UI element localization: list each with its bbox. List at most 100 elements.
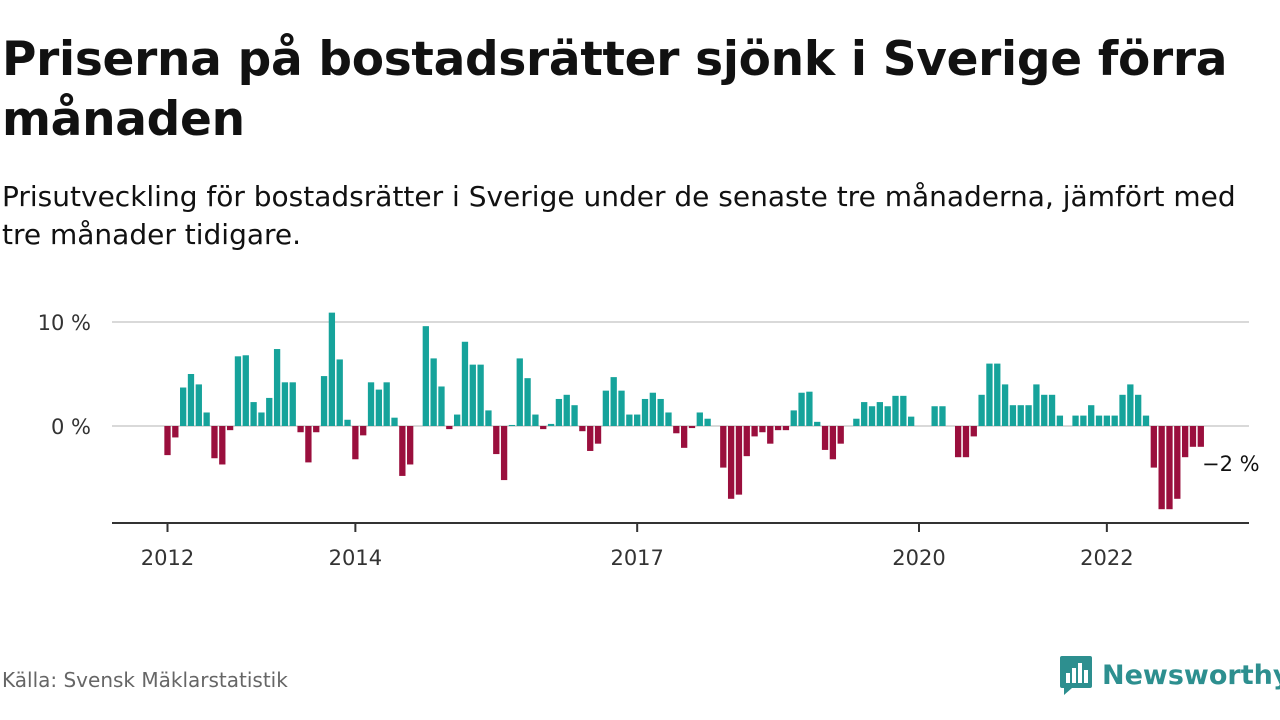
- bar: [829, 426, 837, 460]
- bar: [164, 426, 171, 456]
- bar: [211, 426, 218, 459]
- bar: [1025, 405, 1032, 426]
- bar: [931, 406, 938, 426]
- chart-title: Priserna på bostadsrätter sjönk i Sverig…: [2, 32, 1228, 147]
- bar: [1111, 415, 1118, 426]
- bar: [986, 363, 993, 426]
- bar: [806, 391, 813, 426]
- bar: [187, 374, 195, 426]
- bar: [446, 426, 453, 430]
- bar: [673, 426, 680, 434]
- bar: [970, 426, 977, 437]
- bar: [180, 387, 187, 426]
- bar: [939, 406, 946, 426]
- bar: [266, 397, 273, 426]
- bar: [493, 426, 500, 455]
- bar: [391, 417, 398, 426]
- bar: [320, 376, 328, 426]
- bar: [1033, 384, 1040, 426]
- source-note: Källa: Svensk Mäklarstatistik: [2, 668, 288, 692]
- bar: [790, 410, 797, 426]
- bar: [555, 398, 563, 426]
- bar: [876, 402, 883, 426]
- bar: [571, 405, 578, 426]
- x-tick-label: 2020: [892, 546, 945, 570]
- bar: [587, 426, 594, 451]
- bar: [602, 390, 610, 426]
- bar: [782, 426, 790, 431]
- bar: [618, 390, 625, 426]
- bar: [516, 358, 523, 426]
- bar-chart: 10 % 0 % 2012 2014 2017 2020 2022 −2 %−2 %: [37, 311, 1262, 570]
- bar: [1127, 384, 1134, 426]
- bar: [743, 426, 750, 457]
- bar: [821, 426, 829, 450]
- bar: [430, 358, 437, 426]
- bar: [688, 426, 696, 429]
- annotations: −2 %−2 %: [1199, 449, 1262, 478]
- bar: [1103, 415, 1111, 426]
- brand-logo[interactable]: Newsworthy: [1058, 654, 1280, 696]
- bar: [634, 414, 641, 426]
- bar: [547, 423, 555, 426]
- bar: [360, 426, 367, 436]
- bar: [313, 426, 320, 433]
- bar: [1009, 405, 1017, 426]
- bar: [1166, 426, 1173, 510]
- bar: [767, 426, 774, 444]
- bar: [626, 414, 633, 426]
- bar: [258, 412, 265, 426]
- bar: [1095, 415, 1103, 426]
- x-tick-label: 2012: [141, 546, 194, 570]
- bar: [273, 349, 281, 426]
- bar: [1088, 405, 1095, 426]
- y-tick-label: 0 %: [51, 415, 91, 439]
- bar: [908, 416, 915, 426]
- bar: [195, 384, 202, 426]
- bar: [422, 326, 429, 426]
- bar: [1119, 394, 1126, 426]
- x-tick-label: 2014: [329, 546, 382, 570]
- bar: [798, 392, 805, 426]
- bar: [853, 418, 860, 426]
- bar: [579, 426, 586, 432]
- bar: [540, 426, 547, 430]
- bar: [305, 426, 312, 463]
- bar: [219, 426, 226, 465]
- bar: [328, 312, 336, 426]
- bar: [814, 421, 821, 426]
- bar: [1174, 426, 1181, 499]
- bar: [226, 426, 234, 431]
- bar: [524, 378, 531, 426]
- bars: [164, 312, 1204, 510]
- bar: [720, 426, 727, 468]
- bar: [1158, 426, 1165, 510]
- bar: [1072, 415, 1079, 426]
- bar: [242, 355, 249, 426]
- bar: [1017, 405, 1024, 426]
- x-tick-label: 2017: [610, 546, 663, 570]
- bar: [1048, 394, 1056, 426]
- bar: [727, 426, 735, 499]
- last-value-label-halo: −2 %: [1202, 452, 1260, 476]
- bar: [954, 426, 962, 458]
- x-tick-label: 2022: [1080, 546, 1133, 570]
- bar: [610, 377, 617, 426]
- bar: [352, 426, 359, 460]
- bar: [774, 426, 782, 431]
- bar: [336, 359, 343, 426]
- bar: [649, 392, 656, 426]
- bar: [532, 414, 539, 426]
- bar: [383, 382, 390, 426]
- bar: [234, 356, 242, 426]
- bar: [461, 341, 469, 426]
- bar: [759, 426, 766, 433]
- bar: [508, 424, 516, 426]
- bar: [681, 426, 688, 448]
- bar: [892, 395, 899, 426]
- y-axis-ticks: 10 % 0 %: [38, 311, 91, 439]
- bar: [704, 418, 711, 426]
- bar: [563, 394, 570, 426]
- bar: [837, 426, 844, 444]
- x-axis: 2012 2014 2017 2020 2022: [112, 522, 1249, 570]
